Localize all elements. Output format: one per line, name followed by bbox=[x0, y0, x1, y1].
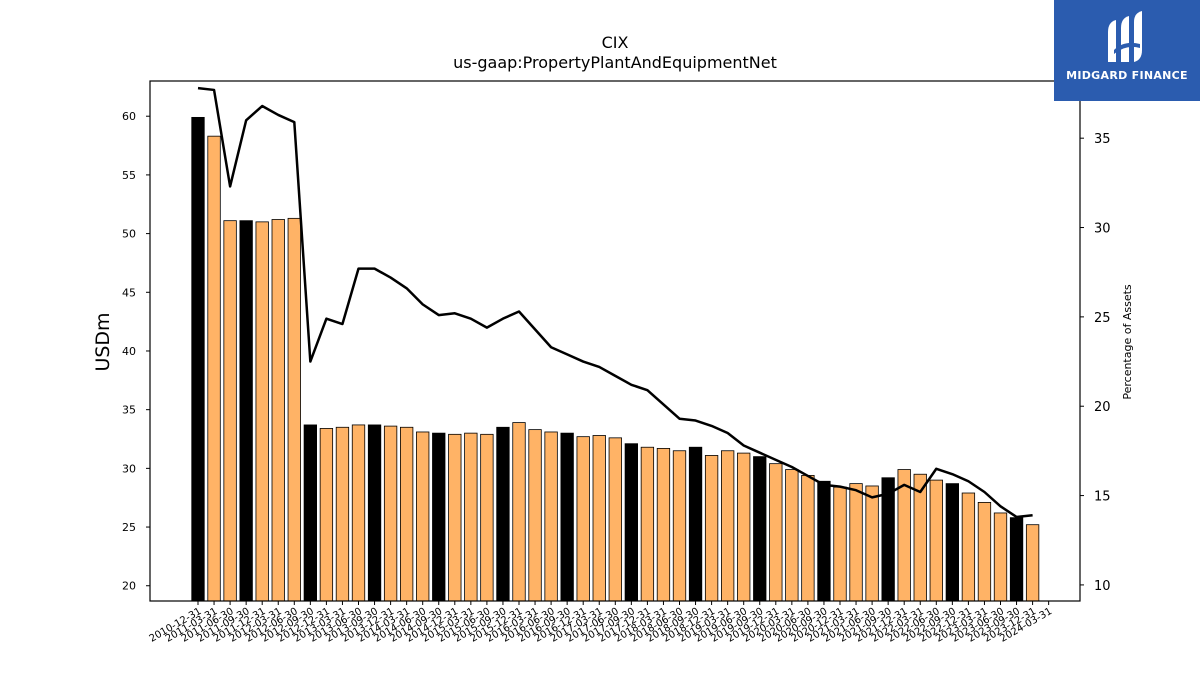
bar bbox=[544, 431, 558, 602]
bar bbox=[335, 426, 350, 602]
bar bbox=[737, 452, 751, 602]
y2-tick-label: 30 bbox=[1094, 222, 1111, 237]
y-tick-label: 40 bbox=[122, 345, 136, 358]
y2-axis-label: Percentage of Assets bbox=[1121, 284, 1134, 400]
bar bbox=[945, 483, 959, 602]
y-axis-label: USDm bbox=[92, 312, 114, 371]
bar bbox=[688, 446, 703, 602]
bar bbox=[496, 426, 510, 602]
bar bbox=[191, 116, 205, 602]
plot-frame bbox=[149, 80, 1081, 602]
bar bbox=[448, 433, 462, 602]
bar bbox=[239, 220, 253, 602]
bar bbox=[592, 435, 606, 602]
y-tick-label: 50 bbox=[122, 228, 136, 241]
y-tick-label: 35 bbox=[122, 404, 136, 417]
brand-logo: MIDGARD FINANCE bbox=[1054, 0, 1200, 101]
y2-tick-label: 25 bbox=[1094, 311, 1111, 326]
y-tick-label: 60 bbox=[122, 110, 136, 123]
bar bbox=[833, 486, 847, 602]
bar bbox=[576, 436, 590, 602]
bar bbox=[367, 424, 382, 602]
bar bbox=[640, 446, 655, 602]
chart-subtitle: us-gaap:PropertyPlantAndEquipmentNet bbox=[453, 53, 777, 72]
midgard-m-icon bbox=[1108, 11, 1142, 62]
bar bbox=[319, 428, 334, 602]
bar bbox=[769, 463, 783, 602]
chart-title: CIX bbox=[602, 33, 629, 52]
bar bbox=[929, 479, 943, 602]
bar bbox=[993, 512, 1008, 602]
bar bbox=[287, 217, 301, 602]
bar bbox=[753, 456, 767, 602]
y-tick-label: 25 bbox=[122, 521, 136, 534]
bar bbox=[223, 220, 237, 602]
y2-tick-label: 10 bbox=[1094, 579, 1111, 594]
bar bbox=[432, 432, 446, 602]
bar bbox=[207, 135, 221, 602]
bar bbox=[977, 501, 992, 602]
bar bbox=[383, 425, 398, 602]
bar bbox=[1025, 524, 1040, 602]
bar bbox=[351, 424, 366, 602]
bar bbox=[608, 437, 622, 602]
bar bbox=[656, 447, 671, 602]
bar bbox=[624, 443, 638, 602]
bar bbox=[704, 455, 719, 602]
bar bbox=[480, 433, 494, 602]
y-tick-label: 20 bbox=[122, 580, 136, 593]
bar bbox=[785, 469, 799, 602]
bar bbox=[817, 480, 831, 602]
bar bbox=[672, 450, 687, 602]
bar bbox=[961, 492, 976, 602]
series-line bbox=[197, 86, 1033, 519]
bar bbox=[255, 221, 269, 602]
y2-tick-label: 20 bbox=[1094, 400, 1111, 415]
bar bbox=[897, 469, 911, 602]
bar bbox=[464, 432, 478, 602]
bar bbox=[416, 431, 430, 602]
logo-text: MIDGARD FINANCE bbox=[1066, 69, 1188, 82]
y-tick-label: 55 bbox=[122, 169, 136, 182]
y2-tick-label: 35 bbox=[1094, 132, 1111, 147]
bar bbox=[881, 477, 895, 602]
bar bbox=[560, 432, 574, 602]
bar bbox=[399, 426, 414, 602]
bar bbox=[271, 219, 285, 602]
bar bbox=[721, 450, 735, 602]
bar bbox=[512, 422, 526, 602]
bar bbox=[303, 424, 318, 602]
y-tick-label: 45 bbox=[122, 286, 136, 299]
y-tick-label: 30 bbox=[122, 462, 136, 475]
bar bbox=[849, 483, 863, 602]
bar bbox=[865, 485, 879, 602]
bar bbox=[528, 429, 542, 602]
bar bbox=[801, 474, 815, 602]
bar bbox=[1009, 517, 1024, 602]
y2-tick-label: 15 bbox=[1094, 490, 1111, 505]
